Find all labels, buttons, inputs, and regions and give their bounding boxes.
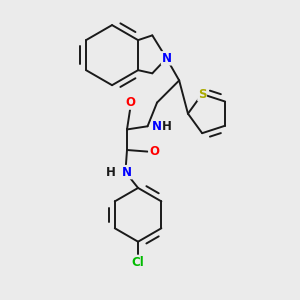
Text: O: O — [149, 145, 159, 158]
Text: S: S — [198, 88, 206, 100]
Text: N: N — [152, 120, 162, 133]
Text: H: H — [106, 166, 116, 178]
Text: N: N — [161, 52, 172, 65]
Text: Cl: Cl — [132, 256, 144, 269]
Text: O: O — [125, 96, 135, 109]
Text: H: H — [162, 120, 172, 133]
Text: N: N — [122, 166, 132, 178]
